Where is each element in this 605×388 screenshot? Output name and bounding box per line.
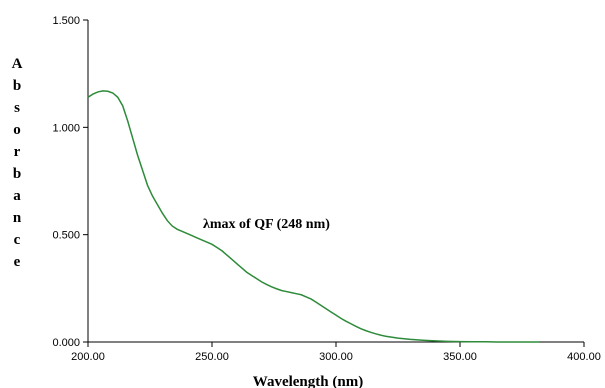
- y-axis-label-letter: n: [13, 210, 22, 226]
- y-tick-label: 1.000: [52, 122, 80, 134]
- y-axis-label-letter: a: [13, 188, 21, 204]
- x-tick-label: 350.00: [443, 351, 477, 363]
- x-axis-label: Wavelength (nm): [253, 374, 363, 388]
- y-axis-label-letter: o: [13, 122, 21, 138]
- y-ticks: 0.000 0.500 1.000 1.500: [52, 15, 88, 349]
- axes: [87, 20, 584, 343]
- x-tick-label: 400.00: [567, 351, 601, 363]
- y-axis-label-letter: s: [14, 100, 20, 116]
- y-tick-label: 1.500: [52, 15, 80, 27]
- y-tick-label: 0.500: [52, 230, 80, 242]
- x-tick-label: 300.00: [319, 351, 353, 363]
- y-axis-label-letter: e: [14, 254, 21, 270]
- x-tick-label: 200.00: [71, 351, 105, 363]
- y-axis-label-letter: b: [13, 166, 21, 182]
- y-tick-label: 0.000: [52, 337, 80, 349]
- y-axis-label-letter: r: [14, 144, 21, 160]
- absorbance-series-line: [87, 90, 540, 343]
- y-axis-label-letter: A: [12, 56, 23, 72]
- lambda-max-annotation: λmax of QF (248 nm): [203, 217, 330, 232]
- x-ticks: 200.00 250.00 300.00 350.00 400.00: [71, 342, 601, 363]
- y-axis-label-letter: b: [13, 78, 21, 94]
- x-tick-label: 250.00: [195, 351, 229, 363]
- y-axis-label-letter: c: [14, 232, 21, 248]
